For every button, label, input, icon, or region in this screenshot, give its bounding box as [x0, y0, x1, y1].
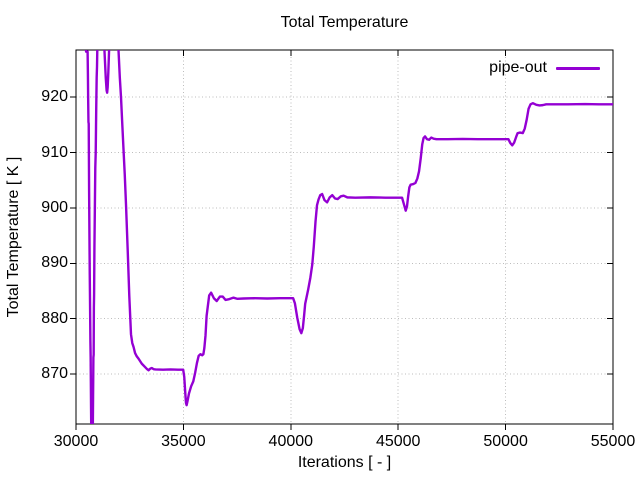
series-line-pipe-out — [84, 50, 613, 424]
y-axis-label-text: Total Temperature [ K ] — [5, 156, 22, 318]
y-tick-label: 900 — [41, 198, 68, 216]
y-tick-label: 920 — [41, 88, 68, 106]
legend-line-swatch — [556, 66, 600, 70]
y-tick-label: 890 — [41, 254, 68, 272]
plot-border — [75, 49, 614, 425]
x-tick-label: 35000 — [161, 433, 206, 450]
x-tick-label: 45000 — [375, 433, 421, 450]
y-tick-label: 910 — [41, 143, 68, 161]
x-axis-label: Iterations [ - ] — [297, 454, 392, 471]
y-tick-label: 880 — [41, 309, 68, 327]
x-tick-label: 55000 — [590, 433, 636, 450]
chart-title: Total Temperature — [280, 14, 409, 31]
y-tick-label: 870 — [41, 365, 68, 383]
x-tick-label: 40000 — [268, 433, 314, 450]
legend: pipe-out — [489, 59, 600, 77]
legend-label: pipe-out — [489, 59, 547, 76]
x-tick-label: 30000 — [53, 433, 99, 450]
x-tick-label: 50000 — [483, 433, 528, 450]
